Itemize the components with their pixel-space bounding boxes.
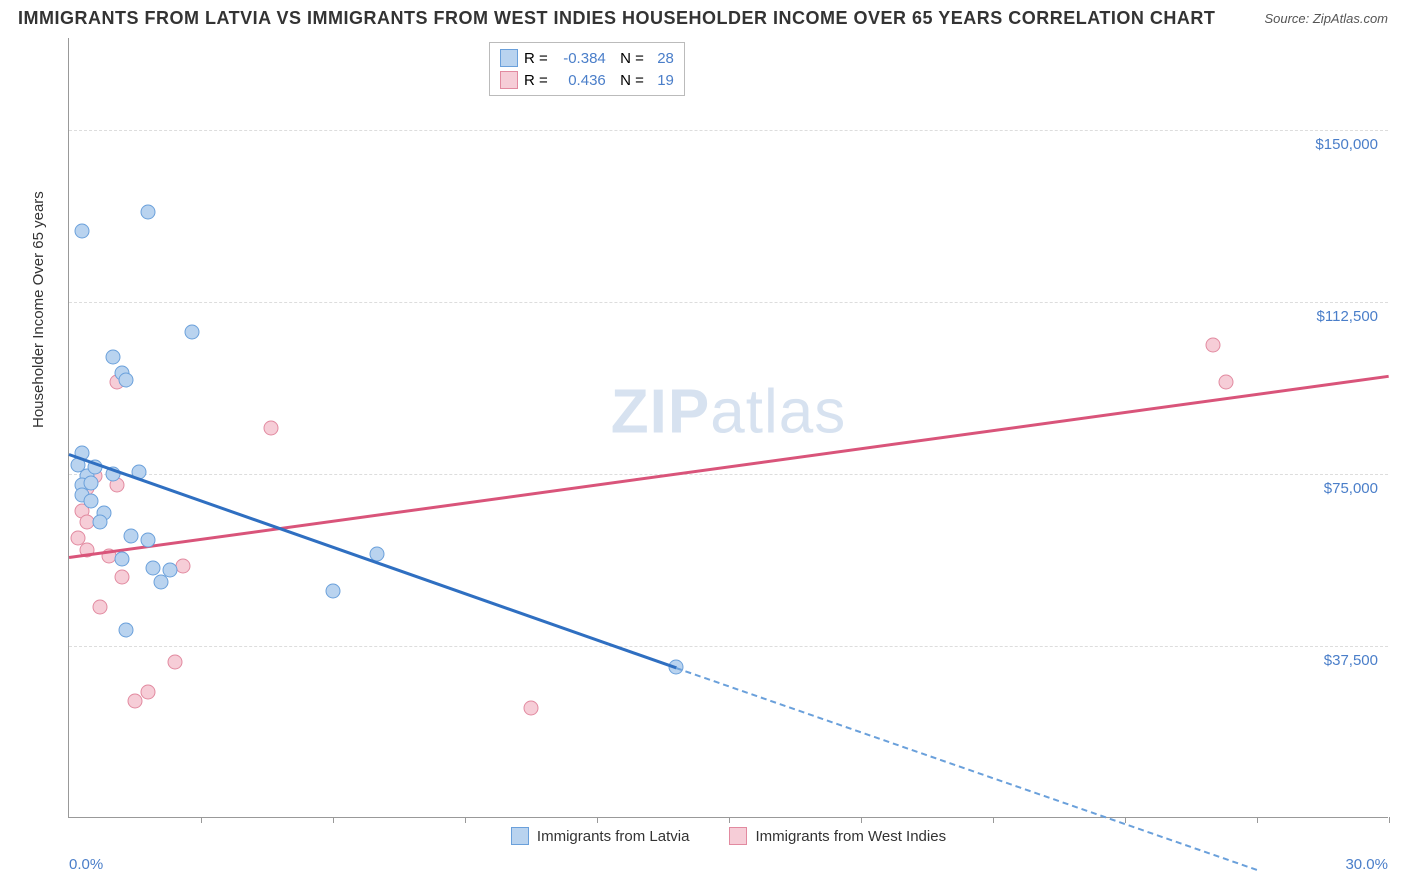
data-point — [92, 515, 107, 530]
legend-row-latvia: R = -0.384 N = 28 — [500, 47, 674, 69]
watermark: ZIPatlas — [611, 376, 846, 447]
data-point — [92, 599, 107, 614]
x-tick-mark — [597, 817, 598, 823]
y-tick-label: $37,500 — [1324, 652, 1378, 669]
data-point — [1219, 375, 1234, 390]
y-tick-label: $75,000 — [1324, 480, 1378, 497]
legend-r-value: -0.384 — [554, 50, 606, 67]
data-point — [119, 372, 134, 387]
data-point — [114, 570, 129, 585]
data-point — [75, 223, 90, 238]
gridline — [69, 302, 1388, 303]
data-point — [141, 205, 156, 220]
data-point — [176, 558, 191, 573]
trend-line — [69, 375, 1389, 559]
y-tick-label: $112,500 — [1317, 308, 1378, 325]
x-tick-mark — [333, 817, 334, 823]
chart-title: IMMIGRANTS FROM LATVIA VS IMMIGRANTS FRO… — [18, 8, 1215, 29]
data-point — [145, 560, 160, 575]
x-tick-min: 0.0% — [69, 856, 103, 873]
legend-n-value: 28 — [650, 50, 674, 67]
legend-n-label: N = — [612, 72, 644, 89]
data-point — [106, 349, 121, 364]
source-label: Source: ZipAtlas.com — [1264, 11, 1388, 26]
series-legend: 0.0% Immigrants from Latvia Immigrants f… — [69, 827, 1388, 845]
x-tick-max: 30.0% — [1345, 856, 1388, 873]
x-tick-mark — [465, 817, 466, 823]
swatch-westindies — [500, 71, 518, 89]
data-point — [141, 533, 156, 548]
data-point — [326, 583, 341, 598]
legend-item-westindies: Immigrants from West Indies — [729, 827, 946, 845]
x-tick-mark — [861, 817, 862, 823]
data-point — [185, 324, 200, 339]
swatch-latvia — [500, 49, 518, 67]
watermark-bold: ZIP — [611, 377, 710, 446]
gridline — [69, 646, 1388, 647]
y-tick-label: $150,000 — [1315, 136, 1378, 153]
legend-r-label: R = — [524, 72, 548, 89]
gridline — [69, 130, 1388, 131]
legend-label: Immigrants from Latvia — [537, 828, 690, 845]
swatch-westindies — [729, 827, 747, 845]
legend-r-value: 0.436 — [554, 72, 606, 89]
data-point — [167, 655, 182, 670]
swatch-latvia — [511, 827, 529, 845]
data-point — [84, 494, 99, 509]
data-point — [123, 528, 138, 543]
plot-area: ZIPatlas R = -0.384 N = 28 R = 0.436 N =… — [68, 38, 1388, 818]
x-tick-mark — [729, 817, 730, 823]
data-point — [119, 622, 134, 637]
y-axis-label: Householder Income Over 65 years — [30, 191, 47, 428]
data-point — [154, 574, 169, 589]
gridline — [69, 474, 1388, 475]
legend-n-value: 19 — [650, 72, 674, 89]
legend-r-label: R = — [524, 50, 548, 67]
data-point — [141, 684, 156, 699]
data-point — [264, 421, 279, 436]
chart-container: Householder Income Over 65 years ZIPatla… — [48, 38, 1388, 848]
data-point — [1206, 338, 1221, 353]
legend-item-latvia: Immigrants from Latvia — [511, 827, 690, 845]
data-point — [128, 694, 143, 709]
legend-row-westindies: R = 0.436 N = 19 — [500, 69, 674, 91]
watermark-light: atlas — [710, 377, 846, 446]
data-point — [524, 700, 539, 715]
x-tick-mark — [1389, 817, 1390, 823]
x-tick-mark — [201, 817, 202, 823]
legend-n-label: N = — [612, 50, 644, 67]
legend-label: Immigrants from West Indies — [755, 828, 946, 845]
title-bar: IMMIGRANTS FROM LATVIA VS IMMIGRANTS FRO… — [0, 0, 1406, 33]
data-point — [114, 551, 129, 566]
correlation-legend: R = -0.384 N = 28 R = 0.436 N = 19 — [489, 42, 685, 96]
x-tick-mark — [993, 817, 994, 823]
x-tick-mark — [1257, 817, 1258, 823]
